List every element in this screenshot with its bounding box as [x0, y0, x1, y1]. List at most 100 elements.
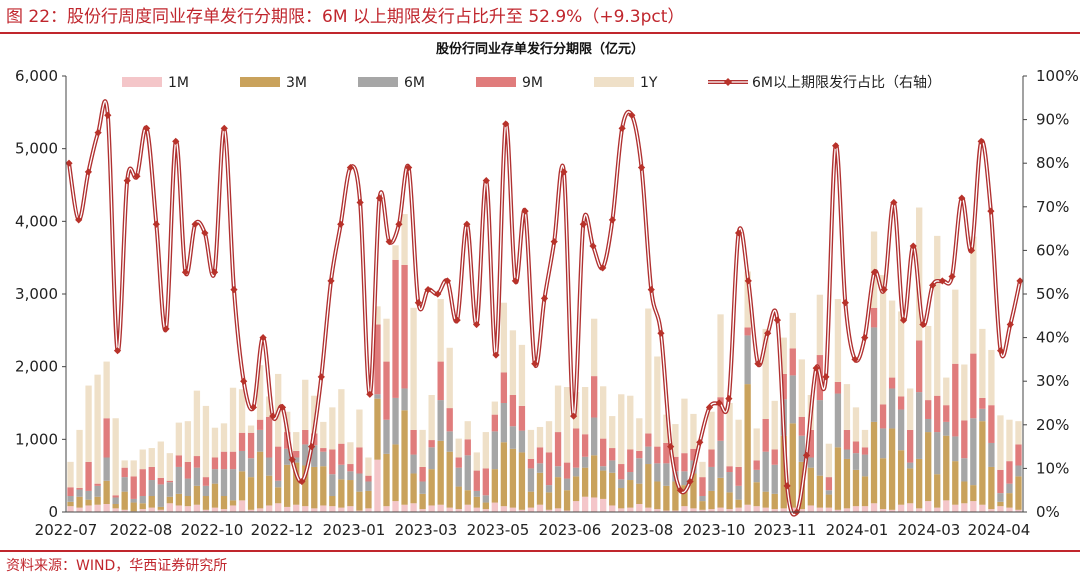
bar-segment-6M — [816, 400, 824, 476]
bar-segment-3M — [256, 451, 264, 509]
bar-segment-1Y — [979, 328, 986, 398]
bar-segment-6M — [518, 430, 526, 453]
ratio-point — [851, 355, 859, 363]
bar-segment-9M — [708, 449, 715, 467]
bar-segment-1Y — [148, 448, 155, 467]
bar-segment-9M — [184, 461, 192, 479]
bar-segment-6M — [979, 408, 986, 422]
bar-segment-3M — [545, 492, 553, 510]
bar-segment-6M — [834, 393, 842, 448]
bar-segment-3M — [491, 469, 498, 503]
bar-segment-6M — [401, 388, 408, 411]
bar-segment-1Y — [934, 235, 941, 396]
ratio-point — [75, 216, 83, 224]
bar-segment-1M — [807, 505, 814, 512]
bar-segment-1M — [518, 509, 526, 512]
bar-segment-1Y — [636, 418, 643, 451]
bar-segment-1M — [645, 507, 652, 512]
bar-segment-3M — [211, 483, 219, 508]
bar-segment-1M — [446, 507, 453, 512]
bar-segment-1Y — [645, 308, 652, 434]
bar-segment-3M — [193, 485, 201, 505]
bar-segment-9M — [175, 455, 183, 467]
chart-title: 股份行同业存单发行分期限（亿元） — [436, 41, 644, 57]
bar-segment-6M — [220, 469, 228, 497]
bar-segment-6M — [581, 456, 589, 468]
bar-segment-9M — [843, 429, 851, 450]
bar-segment-1M — [771, 509, 778, 512]
bar-segment-3M — [870, 421, 878, 504]
bar-segment-9M — [193, 456, 201, 468]
bar-segment-9M — [925, 400, 932, 419]
bar-segment-3M — [572, 476, 580, 502]
bar-segment-6M — [293, 457, 300, 463]
bar-segment-1M — [85, 505, 92, 512]
ratio-point — [773, 316, 781, 324]
bar-segment-3M — [554, 477, 562, 509]
bar-segment-9M — [581, 434, 589, 457]
bar-segment-6M — [681, 471, 688, 486]
ratio-point — [385, 238, 393, 246]
bar-segment-6M — [618, 479, 625, 489]
ratio-line-outer — [67, 99, 1022, 517]
bar-segment-9M — [961, 420, 968, 459]
bar-segment-3M — [609, 472, 616, 506]
bar-segment-3M — [139, 503, 146, 510]
x-tick-label: 2023-11 — [754, 521, 817, 539]
bar-segment-9M — [500, 372, 508, 403]
bar-segment-1Y — [121, 460, 128, 468]
bar-segment-1M — [365, 508, 372, 512]
ratio-point — [531, 360, 539, 368]
bar-segment-9M — [861, 447, 869, 455]
bar-segment-6M — [184, 478, 192, 497]
bar-segment-3M — [897, 450, 905, 505]
bar-segment-3M — [76, 496, 83, 508]
bar-segment-1M — [121, 509, 128, 512]
bar-segment-6M — [726, 472, 733, 493]
bar-segment-1M — [338, 507, 345, 512]
bar-segment-6M — [374, 394, 381, 399]
bar-segment-1M — [302, 506, 309, 512]
bar-segment-3M — [247, 477, 255, 510]
bar-segment-9M — [67, 487, 74, 497]
ratio-point — [832, 142, 840, 150]
bar-segment-6M — [735, 485, 742, 500]
bar-segment-1M — [166, 503, 173, 512]
bar-segment-9M — [202, 477, 210, 486]
ratio-point — [104, 111, 112, 119]
bar-segment-6M — [789, 375, 796, 424]
bar-segment-9M — [663, 442, 670, 464]
bar-segment-6M — [572, 467, 580, 477]
bar-segment-3M — [690, 473, 697, 509]
bar-segment-6M — [627, 472, 634, 481]
bar-segment-9M — [265, 416, 273, 458]
bar-segment-9M — [148, 466, 155, 481]
bar-segment-3M — [825, 494, 833, 508]
bar-segment-9M — [139, 469, 146, 497]
bar-segment-6M — [699, 496, 706, 502]
bar-segment-3M — [401, 410, 408, 505]
bar-segment-9M — [473, 470, 480, 491]
bar-segment-1M — [852, 506, 860, 512]
bar-segment-1Y — [383, 318, 390, 362]
bar-segment-1Y — [536, 426, 544, 448]
bar-segment-9M — [609, 448, 616, 461]
ratio-point — [482, 177, 490, 185]
bar-segment-3M — [925, 432, 932, 502]
bar-segment-6M — [771, 464, 778, 494]
bar-segment-9M — [112, 495, 119, 498]
bar-segment-1Y — [464, 421, 471, 440]
bar-segment-6M — [852, 453, 860, 470]
bar-segment-1Y — [970, 236, 977, 354]
bar-segment-9M — [654, 446, 661, 464]
bar-segment-6M — [419, 481, 426, 494]
bar-segment-1Y — [320, 421, 327, 449]
bar-segment-3M — [654, 481, 661, 510]
bar-segment-6M — [545, 485, 553, 493]
bar-segment-1M — [861, 506, 869, 512]
bar-segment-6M — [76, 489, 83, 497]
bar-segment-3M — [302, 465, 309, 507]
bar-segment-1M — [311, 508, 318, 512]
bar-segment-1M — [744, 504, 751, 512]
bar-segment-3M — [275, 487, 282, 504]
